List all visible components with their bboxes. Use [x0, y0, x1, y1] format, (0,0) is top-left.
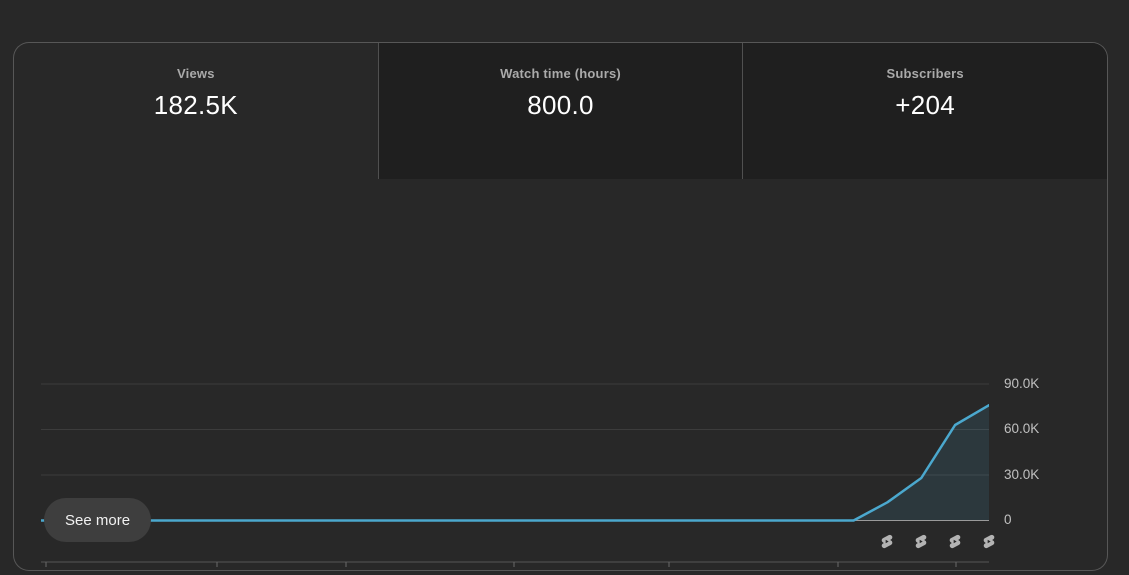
- tab-views-label: Views: [177, 66, 215, 81]
- chart-area-fill: [41, 405, 989, 521]
- y-tick-label-30k: 30.0K: [1004, 467, 1040, 482]
- tab-watch-time-label: Watch time (hours): [500, 66, 621, 81]
- y-tick-label-0: 0: [1004, 512, 1012, 527]
- shorts-icon-glyph: [915, 534, 927, 549]
- chart-line: [41, 403, 989, 522]
- x-axis-ticks: [45, 562, 957, 567]
- y-tick-label-60k: 60.0K: [1004, 421, 1040, 436]
- shorts-icon[interactable]: [879, 532, 895, 551]
- y-tick-label-90k: 90.0K: [1004, 376, 1040, 391]
- shorts-icon-glyph: [983, 534, 995, 549]
- tab-subscribers[interactable]: Subscribers +204: [742, 43, 1107, 179]
- shorts-icon[interactable]: [913, 532, 929, 551]
- shorts-icon[interactable]: [981, 532, 997, 551]
- shorts-icon-glyph: [949, 534, 961, 549]
- shorts-icon-glyph: [882, 534, 893, 549]
- shorts-icon[interactable]: [947, 532, 963, 551]
- analytics-card: Views 182.5K Watch time (hours) 800.0 Su…: [13, 42, 1108, 571]
- analytics-chart-section: 90.0K 60.0K 30.0K 0 Oct 14, 20... Oct 19…: [14, 179, 1107, 570]
- tab-subscribers-value: +204: [895, 90, 956, 120]
- tab-views[interactable]: Views 182.5K: [14, 43, 378, 179]
- tab-watch-time[interactable]: Watch time (hours) 800.0: [377, 43, 743, 179]
- tab-views-value: 182.5K: [153, 90, 238, 120]
- chart-plot: [41, 383, 989, 567]
- tab-watch-time-value: 800.0: [527, 90, 594, 120]
- tab-subscribers-label: Subscribers: [886, 66, 964, 81]
- metric-tabs-row: Views 182.5K Watch time (hours) 800.0 Su…: [14, 43, 1107, 179]
- see-more-button[interactable]: See more: [44, 498, 152, 542]
